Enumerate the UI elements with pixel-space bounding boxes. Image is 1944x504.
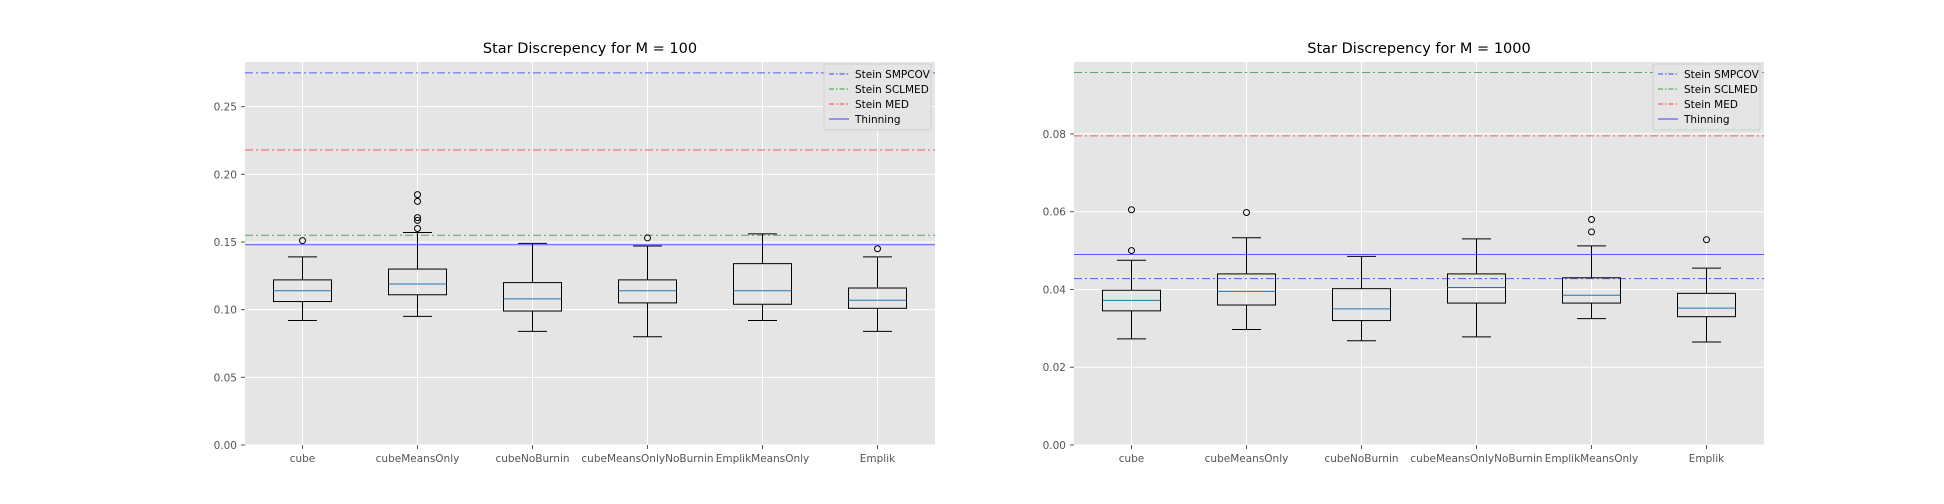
chart-title: Star Discrepency for M = 1000 — [1307, 41, 1530, 57]
box-iqr — [1332, 288, 1391, 322]
x-tick-label: cube — [1119, 453, 1145, 465]
x-tick-label: cubeNoBurnin — [1324, 453, 1398, 465]
x-tick-label: EmplikMeansOnly — [716, 453, 810, 465]
box-plot-EmplikMeansOnly — [733, 233, 792, 321]
box-iqr — [848, 287, 907, 309]
box-plot-cube — [1102, 206, 1161, 340]
outlier-point — [414, 224, 421, 232]
y-tick-label: 0.10 — [214, 305, 237, 317]
outlier-point — [874, 245, 881, 253]
outlier-point — [1243, 208, 1250, 216]
outlier-point — [414, 214, 421, 222]
y-tick-label: 0.00 — [214, 440, 237, 452]
y-tick-label: 0.04 — [1043, 284, 1067, 296]
box-iqr — [1447, 273, 1506, 304]
box-plot-EmplikMeansOnly — [1562, 215, 1621, 320]
legend-label: Stein SCLMED — [1684, 84, 1758, 96]
x-tick-label: Emplik — [860, 453, 896, 465]
box-iqr — [503, 282, 562, 312]
box-iqr — [1562, 277, 1621, 304]
chart-panel-m1000: 0.00 0.02 0.04 0.06 0.08 cube cubeMeansOnly cub… — [1043, 41, 1764, 465]
y-tick-label: 0.05 — [214, 372, 237, 384]
outlier-point — [414, 216, 421, 224]
box-plot-cube — [273, 237, 332, 321]
legend-label: Stein MED — [1684, 99, 1738, 111]
legend-box — [1652, 63, 1761, 131]
outlier-point — [1128, 247, 1135, 255]
outlier-point — [414, 197, 421, 205]
outlier-point — [414, 191, 421, 199]
legend-label: Stein SMPCOV — [855, 69, 931, 81]
outlier-point — [1588, 215, 1595, 223]
chart-title: Star Discrepency for M = 100 — [483, 41, 697, 57]
x-tick-label: cubeNoBurnin — [495, 453, 569, 465]
outlier-point — [1588, 228, 1595, 236]
box-plot-Emplik — [848, 245, 907, 332]
outlier-point — [299, 237, 306, 245]
chart-panel-m100: 0.00 0.05 0.10 0.15 0.20 0.25 cube cubeMeansOnl… — [214, 41, 935, 465]
plot-area — [245, 62, 935, 445]
y-tick-label: 0.15 — [214, 237, 237, 249]
box-iqr — [618, 279, 677, 304]
x-tick-label: EmplikMeansOnly — [1545, 453, 1639, 465]
legend-box — [823, 63, 932, 131]
plot-area — [1074, 62, 1764, 445]
y-tick-label: 0.00 — [1043, 440, 1066, 452]
box-plot-cubeMeansOnly — [1217, 208, 1276, 331]
box-plot-cubeMeansOnlyNoBurnin — [1447, 238, 1506, 338]
legend-label: Thinning — [854, 114, 901, 126]
x-tick-label: cubeMeansOnly — [1205, 453, 1289, 465]
outlier-point — [1128, 206, 1135, 214]
x-tick-label: Emplik — [1689, 453, 1725, 465]
box-iqr — [388, 268, 447, 296]
box-plot-cubeMeansOnly — [388, 191, 447, 317]
y-tick-label: 0.08 — [1043, 129, 1066, 141]
box-iqr — [1677, 292, 1736, 318]
x-tick-label: cubeMeansOnly — [376, 453, 460, 465]
y-tick-label: 0.02 — [1043, 362, 1066, 374]
legend-label: Stein MED — [855, 99, 909, 111]
legend: Stein SMPCOV Stein SCLMED Stein MED Thinnin… — [1652, 63, 1761, 131]
y-tick-label: 0.06 — [1043, 207, 1067, 219]
outlier-point — [644, 234, 651, 242]
box-plot-Emplik — [1677, 236, 1736, 343]
box-plot-cubeNoBurnin — [1332, 255, 1391, 342]
box-iqr — [1217, 273, 1276, 306]
legend-label: Thinning — [1683, 114, 1730, 126]
legend: Stein SMPCOV Stein SCLMED Stein MED Thinnin… — [823, 63, 932, 131]
box-plot-cubeMeansOnlyNoBurnin — [618, 234, 677, 338]
x-tick-label: cube — [290, 453, 316, 465]
legend-label: Stein SCLMED — [855, 84, 929, 96]
box-iqr — [733, 263, 792, 305]
outlier-point — [1703, 236, 1710, 244]
x-tick-label: cubeMeansOnlyNoBurnin — [581, 453, 713, 465]
y-tick-label: 0.25 — [214, 102, 237, 114]
box-plot-cubeNoBurnin — [503, 242, 562, 332]
y-tick-label: 0.20 — [214, 169, 237, 181]
legend-label: Stein SMPCOV — [1684, 69, 1760, 81]
x-tick-label: cubeMeansOnlyNoBurnin — [1410, 453, 1542, 465]
